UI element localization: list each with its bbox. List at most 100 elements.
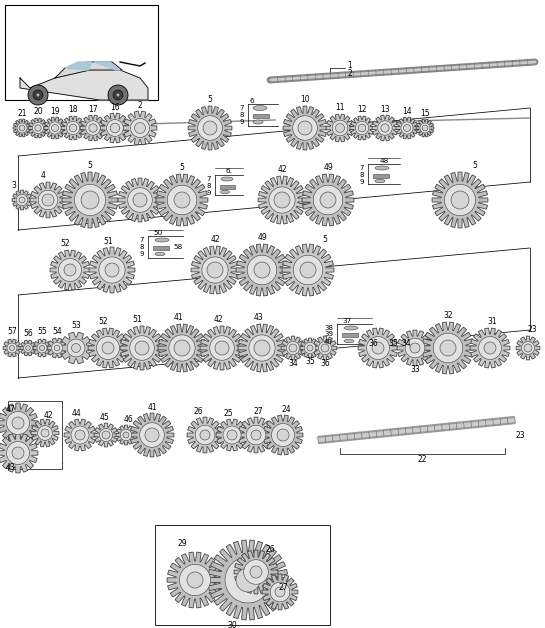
Text: 27: 27 (253, 406, 263, 416)
Polygon shape (262, 574, 298, 610)
Circle shape (42, 194, 54, 206)
Polygon shape (156, 174, 208, 226)
Circle shape (133, 193, 147, 207)
Polygon shape (372, 115, 398, 141)
Circle shape (271, 423, 294, 447)
Text: 34: 34 (288, 359, 298, 369)
Ellipse shape (253, 106, 267, 111)
Circle shape (41, 429, 49, 437)
Ellipse shape (221, 177, 233, 181)
Circle shape (7, 343, 17, 353)
Ellipse shape (253, 120, 263, 124)
Circle shape (207, 262, 223, 278)
Polygon shape (44, 117, 66, 139)
Circle shape (422, 125, 428, 131)
Circle shape (69, 124, 77, 132)
Circle shape (89, 124, 97, 132)
Circle shape (179, 565, 210, 595)
Circle shape (32, 122, 44, 134)
Circle shape (174, 192, 190, 208)
Circle shape (195, 425, 215, 445)
Polygon shape (326, 114, 354, 142)
Circle shape (524, 344, 532, 352)
Circle shape (304, 342, 316, 354)
Text: 9: 9 (207, 190, 211, 196)
Circle shape (38, 190, 58, 210)
Ellipse shape (221, 190, 229, 194)
Circle shape (200, 430, 210, 440)
Text: 38: 38 (324, 325, 333, 331)
Text: 14: 14 (402, 107, 412, 116)
Circle shape (336, 124, 344, 133)
Text: 9: 9 (239, 119, 244, 125)
Text: 9: 9 (360, 179, 364, 185)
Text: 20: 20 (33, 107, 43, 117)
Circle shape (300, 262, 316, 278)
Text: 8: 8 (239, 112, 244, 118)
Text: 3: 3 (11, 181, 16, 190)
Polygon shape (238, 417, 274, 453)
Circle shape (66, 121, 80, 134)
Circle shape (298, 121, 312, 135)
Circle shape (28, 85, 48, 105)
Polygon shape (236, 244, 288, 296)
Circle shape (99, 428, 113, 441)
Ellipse shape (344, 339, 354, 343)
Text: 11: 11 (335, 104, 345, 112)
Circle shape (270, 582, 290, 602)
Polygon shape (216, 419, 248, 451)
Polygon shape (516, 336, 540, 360)
Ellipse shape (344, 326, 358, 330)
Text: 23: 23 (527, 325, 537, 335)
Text: 48: 48 (379, 158, 389, 164)
Circle shape (135, 122, 146, 133)
Circle shape (19, 125, 25, 131)
Polygon shape (208, 540, 288, 620)
Polygon shape (263, 415, 303, 455)
Circle shape (108, 85, 128, 105)
Text: 35: 35 (388, 340, 398, 349)
Polygon shape (30, 182, 66, 218)
Bar (155, 525, 330, 625)
Bar (373, 174, 389, 178)
Polygon shape (13, 119, 31, 137)
Circle shape (215, 341, 229, 355)
Circle shape (71, 344, 81, 352)
Circle shape (367, 337, 390, 359)
Bar (342, 333, 358, 337)
Text: 18: 18 (68, 106, 78, 114)
Circle shape (7, 441, 29, 465)
Circle shape (81, 191, 99, 209)
Text: 54: 54 (52, 327, 62, 335)
Text: 21: 21 (17, 109, 27, 117)
Circle shape (244, 560, 268, 584)
Text: 32: 32 (443, 311, 453, 320)
Text: 7: 7 (239, 105, 244, 111)
Text: 5: 5 (323, 236, 328, 244)
Circle shape (105, 263, 119, 277)
Circle shape (123, 432, 129, 438)
Polygon shape (118, 178, 162, 222)
Text: 37: 37 (342, 318, 352, 324)
Circle shape (19, 197, 25, 203)
Ellipse shape (155, 238, 169, 242)
Text: 8: 8 (360, 172, 364, 178)
Polygon shape (396, 117, 418, 139)
Text: 10: 10 (300, 95, 310, 104)
Circle shape (12, 447, 24, 459)
Circle shape (293, 255, 323, 284)
Circle shape (313, 185, 343, 215)
Ellipse shape (375, 166, 389, 170)
Circle shape (110, 123, 120, 133)
Circle shape (522, 342, 535, 355)
Text: 5: 5 (208, 95, 213, 104)
Text: 27: 27 (278, 583, 288, 592)
Circle shape (26, 346, 30, 350)
Circle shape (405, 338, 425, 358)
Circle shape (7, 411, 29, 435)
Text: 49: 49 (323, 163, 333, 173)
Circle shape (250, 566, 262, 578)
Bar (253, 114, 269, 118)
Circle shape (102, 342, 114, 354)
Text: 33: 33 (410, 365, 420, 374)
